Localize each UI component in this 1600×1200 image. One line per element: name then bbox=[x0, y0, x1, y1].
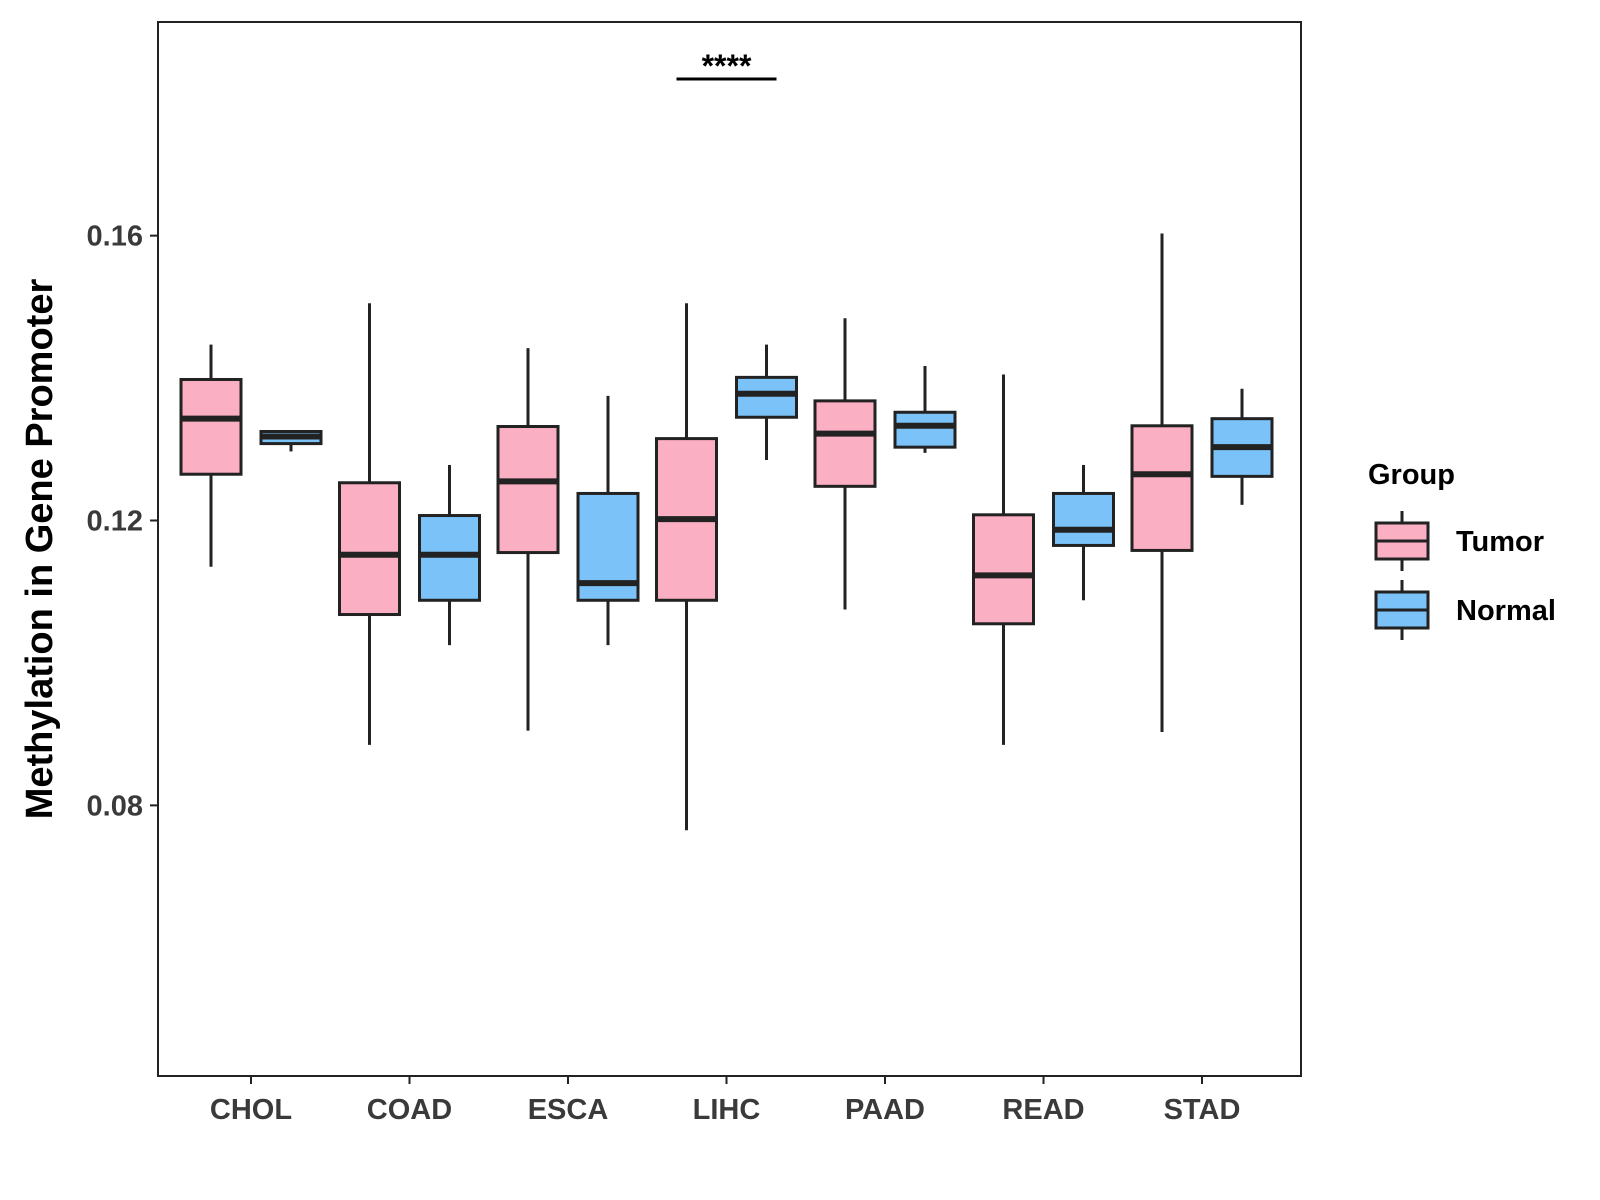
legend: Group Tumor Normal bbox=[1368, 459, 1556, 640]
x-tick-label: COAD bbox=[367, 1094, 452, 1126]
box-body bbox=[813, 399, 877, 488]
box-body bbox=[1052, 491, 1115, 547]
x-tick-label: READ bbox=[1002, 1094, 1084, 1126]
x-tick-label: ESCA bbox=[528, 1094, 609, 1126]
box-normal-lihc bbox=[735, 344, 798, 460]
plot-panel-border bbox=[157, 21, 1302, 1077]
box-body bbox=[972, 513, 1035, 626]
y-tick-label: 0.08 bbox=[87, 790, 143, 822]
significance-annotations: **** bbox=[676, 48, 777, 84]
box-tumor-chol bbox=[179, 344, 243, 567]
box-body bbox=[1130, 424, 1194, 552]
box-normal-read bbox=[1052, 464, 1115, 601]
legend-item-normal: Normal bbox=[1374, 580, 1556, 640]
x-tick-label: LIHC bbox=[693, 1094, 761, 1126]
box-tumor-coad bbox=[338, 303, 401, 745]
x-tick-label: CHOL bbox=[210, 1094, 292, 1126]
box-normal-esca bbox=[576, 395, 640, 646]
legend-label: Tumor bbox=[1456, 526, 1544, 558]
x-tick-label: PAAD bbox=[845, 1094, 925, 1126]
box-normal-chol bbox=[259, 429, 323, 452]
box-body bbox=[735, 375, 798, 419]
significance-label: **** bbox=[702, 48, 752, 84]
box-body bbox=[496, 425, 560, 555]
box-tumor-read bbox=[972, 374, 1035, 745]
box-body bbox=[179, 378, 243, 476]
box-tumor-paad bbox=[813, 318, 877, 610]
box-body bbox=[338, 481, 401, 617]
legend-item-tumor: Tumor bbox=[1374, 511, 1544, 571]
y-tick-label: 0.12 bbox=[87, 506, 143, 538]
box-normal-stad bbox=[1210, 388, 1274, 505]
box-normal-coad bbox=[418, 464, 481, 646]
boxes-layer bbox=[179, 233, 1274, 831]
box-tumor-esca bbox=[496, 348, 560, 731]
legend-title: Group bbox=[1368, 459, 1455, 491]
y-tick-label: 0.16 bbox=[87, 221, 143, 253]
x-tick-label: STAD bbox=[1164, 1094, 1241, 1126]
box-tumor-lihc bbox=[655, 303, 718, 831]
legend-items: Tumor Normal bbox=[1374, 511, 1556, 640]
plot-background bbox=[158, 22, 1301, 1076]
legend-label: Normal bbox=[1456, 595, 1556, 627]
y-axis: 0.08 0.12 0.16 bbox=[87, 221, 158, 822]
box-body bbox=[893, 410, 957, 449]
box-tumor-stad bbox=[1130, 233, 1194, 733]
box-body bbox=[418, 514, 481, 602]
x-axis: CHOL COAD ESCA LIHC PAAD READ STAD bbox=[210, 1076, 1240, 1126]
box-normal-paad bbox=[893, 365, 957, 453]
y-axis-title: Methylation in Gene Promoter bbox=[19, 279, 61, 820]
